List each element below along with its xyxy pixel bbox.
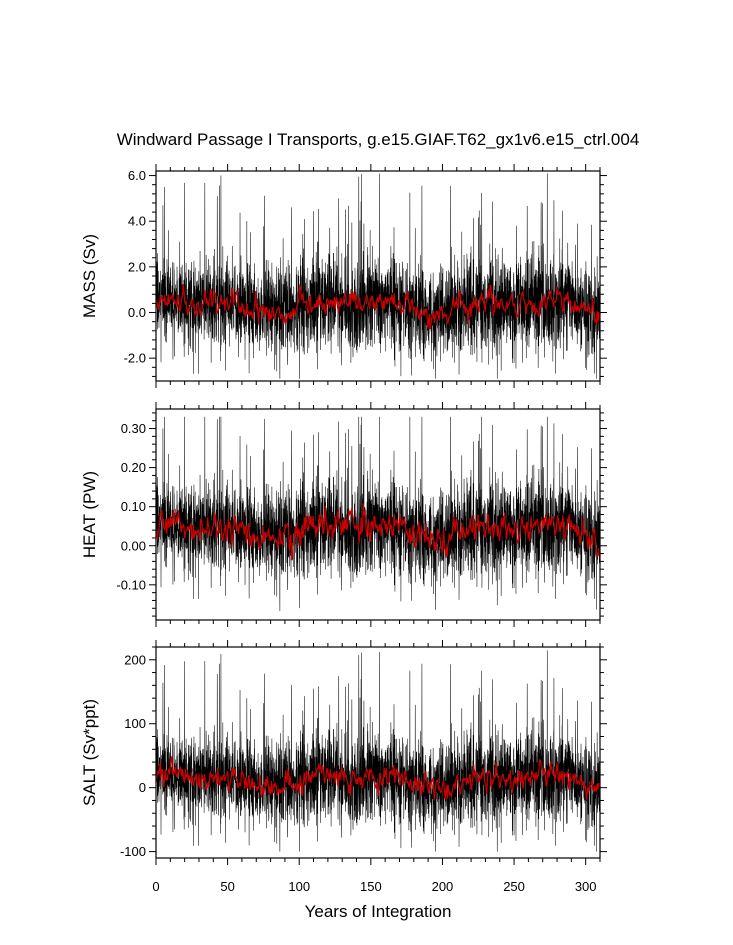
x-tick-label: 300: [575, 879, 597, 894]
mass-y-tick-label: 4.0: [128, 214, 146, 229]
mass-y-axis-title: MASS (Sv): [80, 234, 99, 318]
x-tick-label: 150: [360, 879, 382, 894]
heat-monthly-series: [155, 416, 601, 611]
mass-panel: -2.0 0.0 2.0 4.0 6.0 MASS (Sv): [80, 164, 607, 388]
x-tick-label: 50: [220, 879, 234, 894]
heat-panel: -0.10 0.00 0.10 0.20 0.30 HEAT (PW): [80, 402, 607, 627]
x-tick-label: 100: [288, 879, 310, 894]
mass-monthly-series: [155, 173, 601, 379]
heat-smoothed-series: [155, 503, 601, 562]
heat-y-axis-title: HEAT (PW): [80, 471, 99, 558]
mass-smoothed-series: [155, 284, 601, 330]
salt-plot-frame: [155, 646, 601, 859]
mass-y-tick-label: 6.0: [128, 168, 146, 183]
x-tick-label: 200: [432, 879, 454, 894]
salt-y-tick-label: 0: [139, 780, 146, 795]
x-tick-label: 250: [503, 879, 525, 894]
salt-panel: -100 0 100 200 SALT (Sv*ppt) 0 50 100 150 200 250 3…: [80, 640, 607, 894]
mass-y-tick-label: 2.0: [128, 259, 146, 274]
mass-y-tick-label: -2.0: [124, 351, 146, 366]
figure-title: Windward Passage I Transports, g.e15.GIA…: [117, 130, 640, 149]
heat-y-tick-label: 0.30: [121, 421, 146, 436]
salt-y-tick-label: 200: [124, 652, 146, 667]
salt-y-axis-title: SALT (Sv*ppt): [80, 699, 99, 806]
salt-monthly-series: [155, 650, 601, 852]
salt-y-tick-label: 100: [124, 716, 146, 731]
mass-y-tick-label: 0.0: [128, 305, 146, 320]
heat-y-tick-label: 0.10: [121, 499, 146, 514]
heat-y-tick-label: 0.20: [121, 460, 146, 475]
heat-y-tick-label: -0.10: [116, 577, 146, 592]
salt-smoothed-series: [155, 756, 601, 801]
salt-y-tick-label: -100: [120, 844, 146, 859]
x-axis-title: Years of Integration: [305, 902, 452, 921]
x-tick-label: 0: [152, 879, 159, 894]
heat-y-tick-label: 0.00: [121, 538, 146, 553]
